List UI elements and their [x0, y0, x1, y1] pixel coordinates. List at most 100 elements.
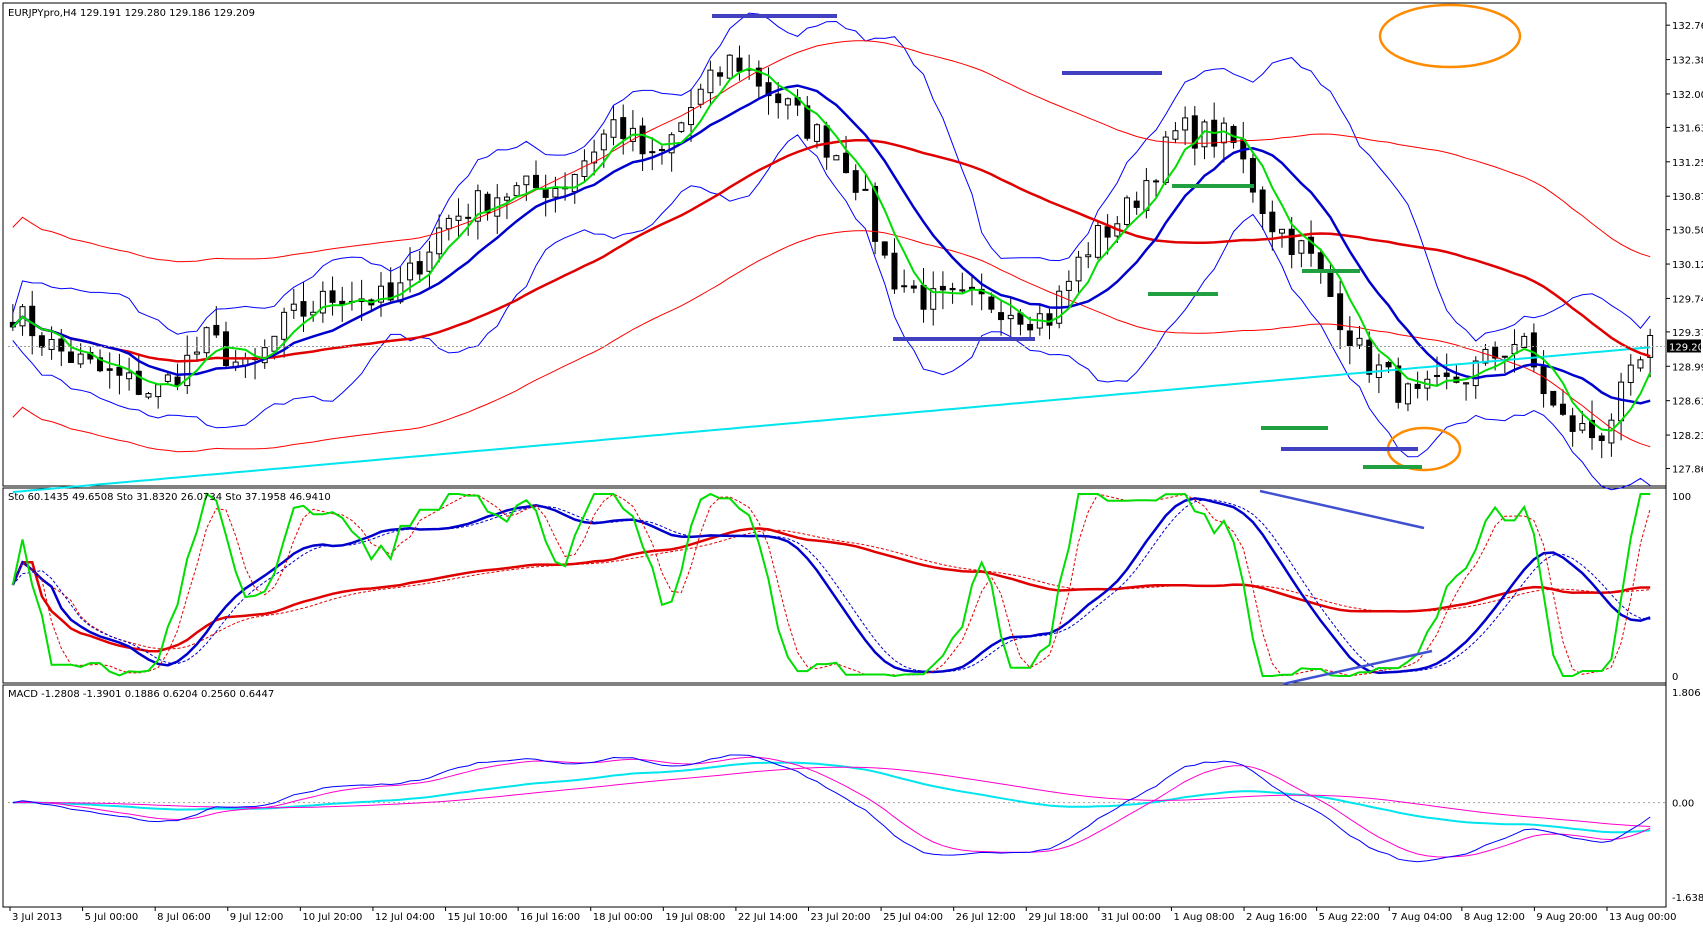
candle-body: [998, 312, 1005, 321]
candle-body: [126, 372, 133, 380]
stoch-tick-label: 0: [1672, 672, 1678, 683]
candle-body: [891, 252, 898, 290]
x-tick-label: 10 Jul 20:00: [302, 912, 362, 923]
candle-body: [1317, 252, 1324, 272]
candle-body: [1589, 419, 1596, 439]
candle-body: [474, 190, 481, 222]
stoch-signal-green: [12, 493, 1651, 677]
candle-body: [736, 57, 743, 72]
candle-body: [281, 311, 288, 340]
candle-body: [1298, 240, 1305, 254]
price-tick-label: 130.120: [1672, 260, 1703, 271]
stoch-tick-label: 100: [1672, 492, 1691, 503]
candle-body: [988, 296, 995, 310]
annotation-ellipse-top: [1378, 3, 1522, 69]
candle-body: [1094, 225, 1101, 258]
candle-body: [804, 105, 811, 139]
stoch-green: [11, 492, 1651, 678]
candle-body: [1472, 360, 1479, 387]
stoch-trendline-up: [1282, 649, 1433, 686]
macd-signal: [12, 756, 1651, 858]
x-tick-label: 2 Aug 16:00: [1246, 912, 1307, 923]
candle-body: [1162, 136, 1169, 184]
macd-tick-label: 1.806: [1672, 688, 1701, 699]
candle-body: [881, 241, 888, 256]
envelope-lower: [12, 230, 1651, 453]
candle-body: [1366, 339, 1373, 375]
candle-body: [193, 351, 200, 355]
stoch-trendline-down: [1259, 489, 1425, 530]
candle-body: [872, 185, 879, 242]
price-tick-label: 132.000: [1672, 90, 1703, 101]
candle-body: [261, 347, 268, 364]
candle-body: [600, 133, 607, 151]
candle-body: [949, 287, 956, 291]
candle-body: [910, 285, 917, 289]
x-tick-label: 1 Aug 08:00: [1173, 912, 1234, 923]
candle-body: [1327, 270, 1334, 297]
candle-body: [591, 151, 598, 164]
candle-body: [503, 196, 510, 201]
candle-body: [1559, 403, 1566, 415]
x-axis-labels: 3 Jul 2013 5 Jul 00:00 8 Jul 06:00 9 Jul 12…: [9, 907, 1676, 923]
candle-body: [1482, 348, 1489, 364]
macd-panel[interactable]: [2, 684, 1667, 908]
candle-body: [1337, 293, 1344, 331]
x-tick-label: 22 Jul 14:00: [738, 912, 798, 923]
x-tick-label: 15 Jul 10:00: [448, 912, 508, 923]
price-tick-label: 127.860: [1672, 465, 1703, 476]
candle-body: [67, 351, 74, 363]
x-tick-label: 9 Jul 12:00: [230, 912, 284, 923]
candle-body: [1191, 115, 1198, 149]
candle-body: [726, 54, 733, 79]
candle-body: [1540, 366, 1547, 395]
candle-body: [678, 122, 685, 132]
candle-body: [1172, 130, 1179, 140]
candle-body: [1627, 364, 1634, 383]
x-tick-label: 12 Jul 04:00: [375, 912, 435, 923]
price-tick-label: 131.250: [1672, 158, 1703, 169]
candle-body: [329, 290, 336, 303]
candle-body: [1346, 330, 1353, 347]
candle-body: [465, 216, 472, 219]
price-tick-label: 128.230: [1672, 431, 1703, 442]
candle-body: [620, 117, 627, 140]
candle-body: [610, 119, 617, 138]
candle-body: [1269, 211, 1276, 233]
candle-body: [145, 393, 152, 398]
sma-green: [12, 67, 1652, 432]
macd-header: MACD -1.2808 -1.3901 0.1886 0.6204 0.256…: [8, 689, 274, 700]
macd-tick-label: -1.6388: [1672, 893, 1703, 904]
price-tick-label: 130.500: [1672, 226, 1703, 237]
candle-body: [38, 335, 45, 348]
price-tick-label: 130.870: [1672, 192, 1703, 203]
candle-body: [523, 175, 530, 186]
candle-body: [707, 69, 714, 94]
sma-red-thick: [11, 139, 1651, 363]
price-tick-label: 129.740: [1672, 294, 1703, 305]
candle-body: [1395, 365, 1402, 403]
candle-body: [775, 93, 782, 104]
candle-body: [1443, 372, 1450, 377]
x-tick-label: 29 Jul 18:00: [1028, 912, 1088, 923]
macd-series-layer: [8, 754, 1666, 863]
candle-body: [116, 366, 123, 376]
candle-body: [1521, 335, 1528, 349]
candle-body: [717, 72, 724, 77]
candle-body: [1598, 435, 1605, 441]
x-tick-label: 18 Jul 00:00: [593, 912, 653, 923]
candle-body: [213, 324, 220, 336]
price-header: EURJPYpro,H4 129.191 129.280 129.186 129…: [8, 8, 255, 19]
bollinger-upper: [12, 12, 1651, 342]
last-price-label: 129.209: [1669, 342, 1703, 353]
candle-body: [1065, 280, 1072, 291]
candle-body: [1434, 374, 1441, 377]
bollinger-lower: [12, 134, 1651, 491]
candle-body: [106, 368, 113, 371]
candle-body: [1492, 347, 1499, 359]
candle-body: [1569, 415, 1576, 432]
candle-body: [784, 98, 791, 106]
price-panel[interactable]: [2, 2, 1667, 487]
